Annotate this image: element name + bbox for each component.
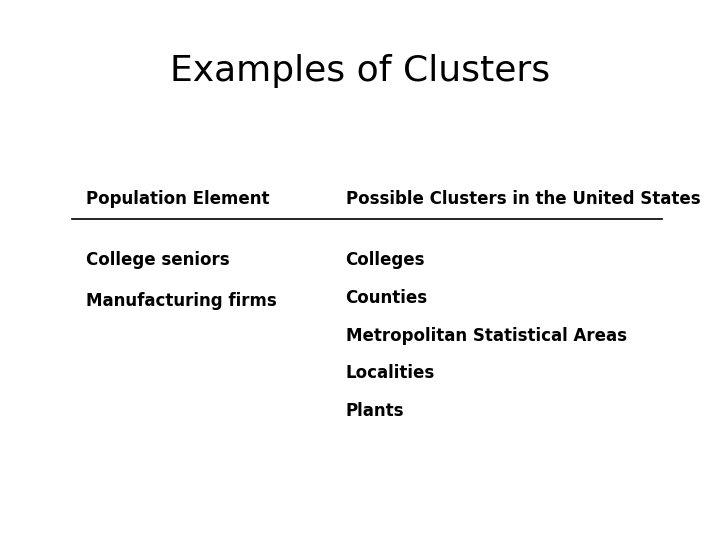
Text: Metropolitan Statistical Areas: Metropolitan Statistical Areas [346, 327, 626, 345]
Text: Localities: Localities [346, 364, 435, 382]
Text: College seniors: College seniors [86, 251, 230, 269]
Text: Colleges: Colleges [346, 251, 425, 269]
Text: Counties: Counties [346, 289, 428, 307]
Text: Possible Clusters in the United States: Possible Clusters in the United States [346, 190, 701, 208]
Text: Population Element: Population Element [86, 190, 270, 208]
Text: Plants: Plants [346, 402, 404, 420]
Text: Examples of Clusters: Examples of Clusters [170, 54, 550, 88]
Text: Manufacturing firms: Manufacturing firms [86, 292, 277, 309]
